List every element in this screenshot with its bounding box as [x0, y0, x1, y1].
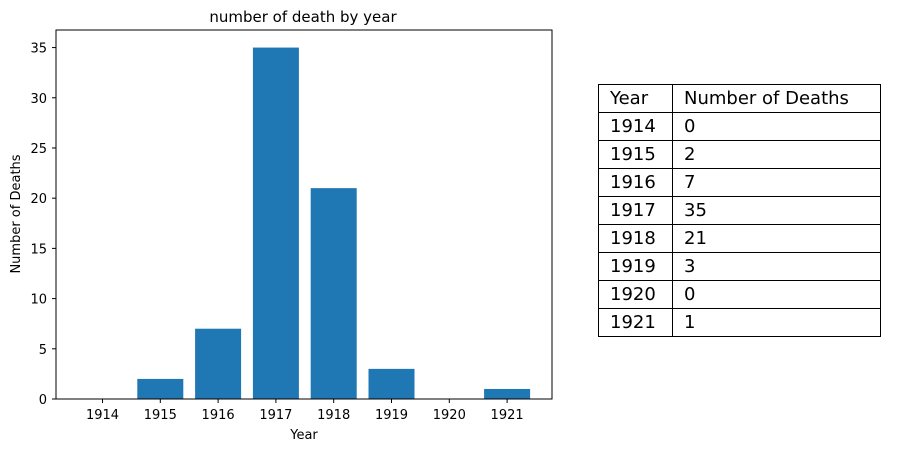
year-cell: 1921	[598, 308, 673, 337]
year-cell: 1914	[598, 112, 673, 141]
bar	[368, 368, 415, 399]
y-axis-label: Number of Deaths	[9, 154, 24, 273]
table-row: 1914 0	[598, 112, 881, 141]
x-tick-label: 1915	[144, 408, 177, 423]
header-year: Year	[598, 84, 673, 113]
deaths-cell: 0	[672, 280, 881, 309]
header-number-of-deaths: Number of Deaths	[672, 84, 881, 113]
deaths-cell: 7	[672, 168, 881, 197]
x-tick-label: 1914	[86, 408, 119, 423]
y-tick-label: 5	[39, 343, 47, 358]
x-tick-label: 1916	[202, 408, 235, 423]
table-row: 1918 21	[598, 224, 881, 253]
year-cell: 1917	[598, 196, 673, 225]
chart-title: number of death by year	[209, 8, 397, 26]
deaths-cell: 35	[672, 196, 881, 225]
x-tick-label: 1921	[491, 408, 524, 423]
table-row: 1920 0	[598, 280, 881, 309]
deaths-cell: 2	[672, 140, 881, 169]
bar	[484, 388, 531, 399]
year-cell: 1920	[598, 280, 673, 309]
y-tick-label: 20	[30, 192, 47, 207]
x-tick-label: 1918	[317, 408, 350, 423]
x-tick-label: 1919	[375, 408, 408, 423]
y-tick-label: 0	[39, 393, 47, 408]
x-axis-label: Year	[289, 428, 318, 443]
bar-chart: number of death by year 0 5 10 15 20 25 30 35 1…	[9, 8, 553, 443]
bar	[195, 328, 242, 399]
deaths-cell: 3	[672, 252, 881, 281]
x-tick-label: 1920	[433, 408, 466, 423]
year-cell: 1916	[598, 168, 673, 197]
deaths-cell: 0	[672, 112, 881, 141]
bars-group	[137, 47, 531, 399]
table-row: 1916 7	[598, 168, 881, 197]
bar	[310, 188, 357, 399]
y-tick-label: 35	[30, 42, 47, 57]
y-tick-label: 30	[30, 92, 47, 107]
year-cell: 1918	[598, 224, 673, 253]
bar	[252, 47, 299, 399]
y-axis: 0 5 10 15 20 25 30 35	[30, 42, 56, 408]
year-cell: 1919	[598, 252, 673, 281]
plot-frame	[55, 29, 553, 400]
y-tick-label: 25	[30, 142, 47, 157]
bar	[137, 378, 184, 399]
deaths-cell: 21	[672, 224, 881, 253]
table-row: 1917 35	[598, 196, 881, 225]
y-tick-label: 10	[30, 293, 47, 308]
x-tick-label: 1917	[259, 408, 292, 423]
table-header-row: Year Number of Deaths	[598, 84, 881, 113]
y-tick-label: 15	[30, 242, 47, 257]
table-row: 1921 1	[598, 308, 881, 337]
deaths-table: Year Number of Deaths 1914 0 1915 2 1916 7 …	[598, 84, 881, 337]
x-axis: 1914 1915 1916 1917 1918 1919 1920 1921	[86, 399, 524, 423]
year-cell: 1915	[598, 140, 673, 169]
table-row: 1915 2	[598, 140, 881, 169]
deaths-cell: 1	[672, 308, 881, 337]
table-row: 1919 3	[598, 252, 881, 281]
